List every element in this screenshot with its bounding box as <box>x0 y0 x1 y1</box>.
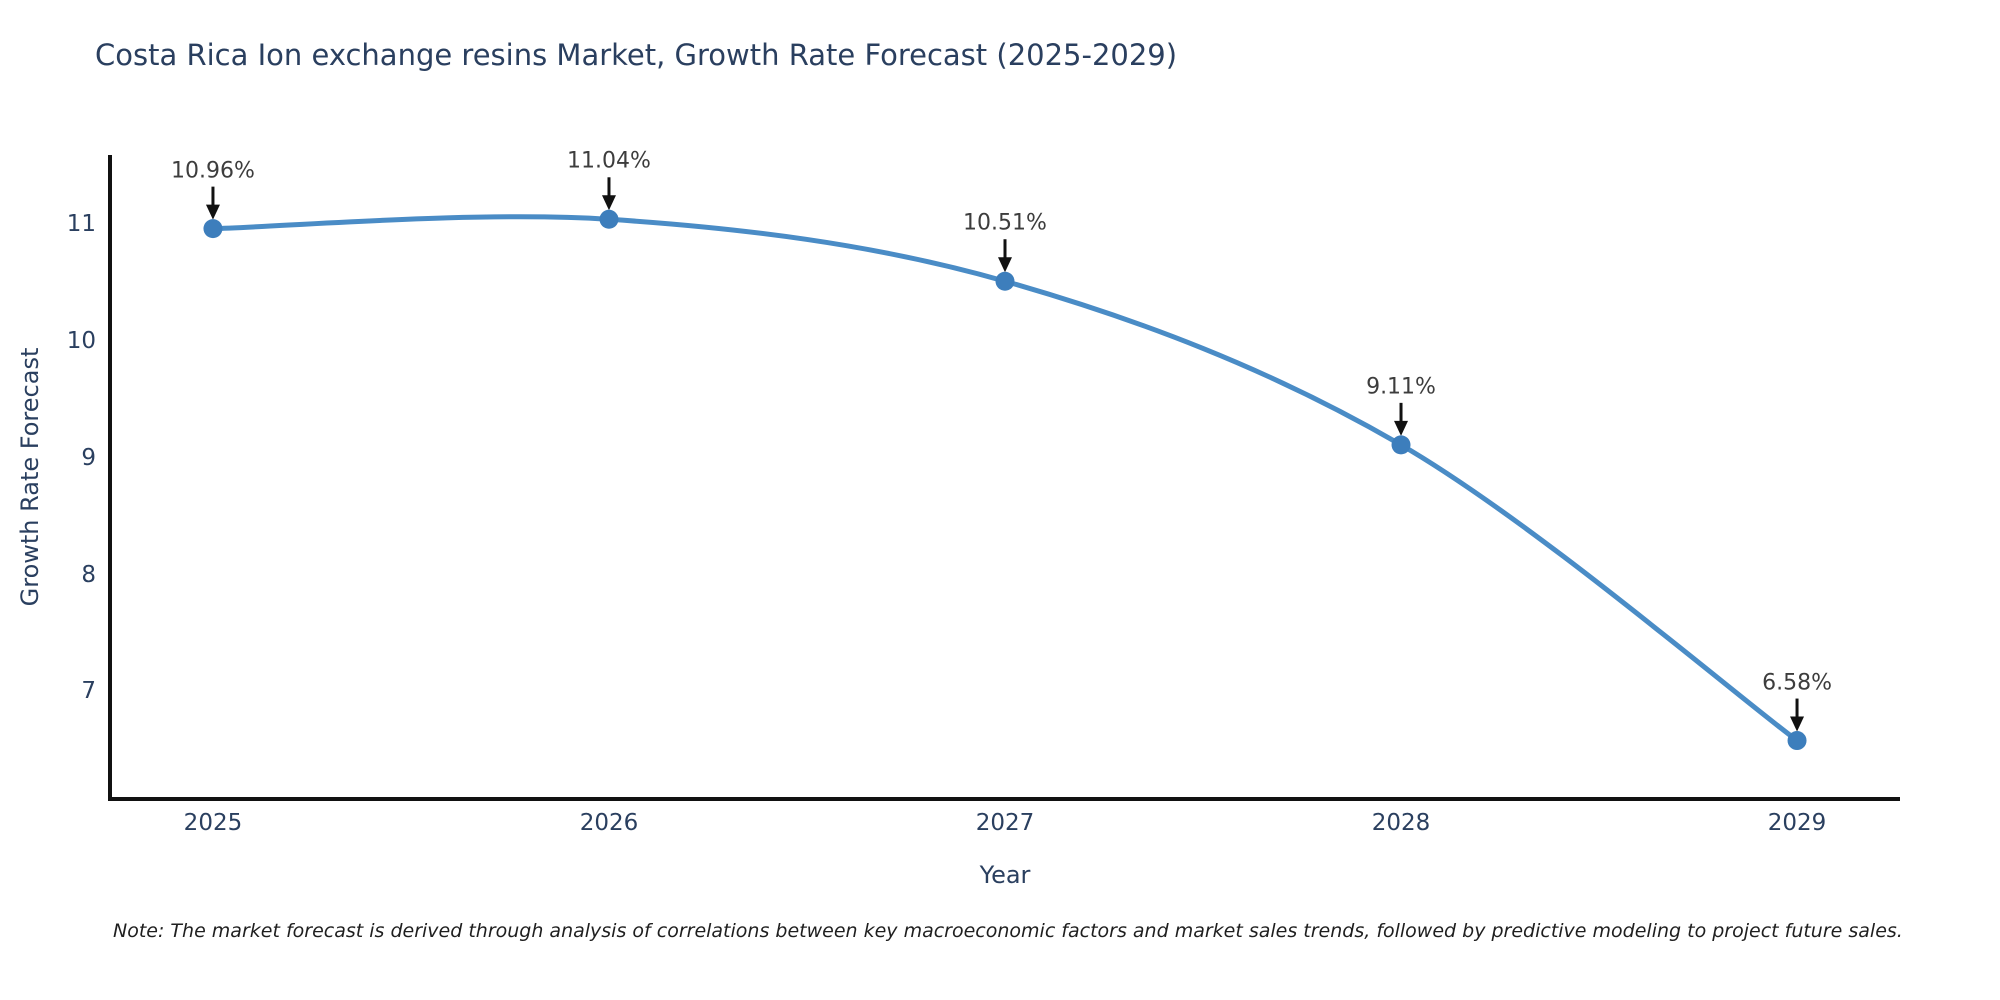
data-point-marker[interactable] <box>599 209 619 229</box>
footnote: Note: The market forecast is derived thr… <box>113 920 1903 942</box>
annotation-arrow-head <box>998 257 1012 273</box>
annotation-arrow-head <box>601 195 616 211</box>
data-point-marker[interactable] <box>1787 731 1807 751</box>
y-tick-label: 7 <box>81 678 96 705</box>
y-tick-label: 10 <box>66 327 96 354</box>
x-axis-title: Year <box>979 861 1031 889</box>
x-tick-label: 2028 <box>1371 810 1431 836</box>
point-value-label: 10.51% <box>963 210 1047 236</box>
data-point-marker[interactable] <box>203 219 223 239</box>
point-value-label: 9.11% <box>1366 374 1436 400</box>
forecast-line <box>210 214 1800 744</box>
x-tick-label: 2026 <box>579 810 639 836</box>
annotation-arrow-head <box>1790 716 1805 732</box>
y-axis-title: Growth Rate Forecast <box>16 347 44 607</box>
y-tick-label: 11 <box>66 210 96 237</box>
annotation-arrow-head <box>1394 420 1409 436</box>
point-value-label: 6.58% <box>1762 670 1832 696</box>
data-point-marker[interactable] <box>995 271 1015 291</box>
x-tick-label: 2025 <box>183 810 243 836</box>
y-tick-label: 8 <box>81 561 96 588</box>
y-tick-label: 9 <box>81 444 96 471</box>
x-tick-label: 2029 <box>1767 810 1827 836</box>
data-point-marker[interactable] <box>1391 435 1411 455</box>
x-tick-label: 2027 <box>975 810 1035 836</box>
chart-title: Costa Rica Ion exchange resins Market, G… <box>95 38 1178 72</box>
point-value-label: 11.04% <box>567 148 651 174</box>
annotation-arrow-head <box>205 204 220 220</box>
point-value-label: 10.96% <box>171 158 255 184</box>
